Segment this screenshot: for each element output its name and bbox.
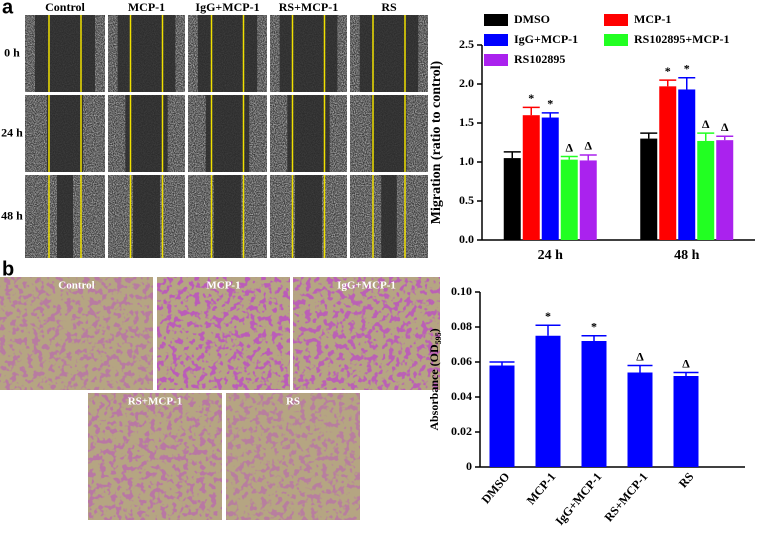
- significance-marker: *: [684, 62, 690, 76]
- scratch-gap: [213, 175, 242, 258]
- scratch-gap: [205, 95, 250, 172]
- bar: [716, 140, 734, 240]
- scratch-gap: [125, 95, 168, 172]
- y-tick-label: 0.02: [451, 424, 472, 438]
- transwell-images: [0, 277, 440, 520]
- bar: [541, 117, 559, 240]
- legend-swatch: [484, 34, 508, 46]
- bar: [579, 160, 597, 240]
- y-axis-label-part: 595: [434, 332, 443, 344]
- column-label: RS+MCP-1: [279, 0, 339, 14]
- row-label: 24 h: [1, 125, 23, 139]
- y-axis-label-part: Absorbance (OD: [427, 344, 441, 431]
- x-tick-label: MCP-1: [524, 470, 559, 508]
- x-tick-label: RS: [676, 469, 697, 490]
- significance-marker: *: [591, 320, 597, 334]
- significance-marker: Δ: [584, 139, 592, 153]
- y-tick-label: 0.5: [459, 193, 474, 207]
- image-cells: [293, 277, 440, 390]
- panel-label: a: [2, 0, 14, 18]
- column-label: Control: [45, 0, 85, 14]
- column-label: MCP-1: [128, 0, 165, 14]
- scratch-gap: [381, 175, 397, 258]
- scratch-gap: [359, 15, 419, 92]
- column-label: RS: [381, 0, 397, 14]
- scratch-gap: [295, 175, 322, 258]
- legend-swatch: [484, 54, 508, 66]
- y-tick-label: 0.04: [451, 389, 472, 403]
- bar: [627, 372, 653, 467]
- legend-swatch: [604, 14, 628, 26]
- x-tick-label: 48 h: [674, 248, 700, 263]
- image-label: IgG+MCP-1: [337, 280, 396, 292]
- significance-marker: Δ: [565, 140, 573, 154]
- scratch-gap: [57, 175, 73, 258]
- significance-marker: Δ: [682, 356, 690, 370]
- y-tick-label: 0.10: [451, 284, 472, 298]
- image-cells: [157, 277, 290, 390]
- bar: [697, 140, 715, 240]
- x-tick-label: RS+MCP-1: [601, 470, 650, 525]
- image-label: RS: [286, 396, 300, 408]
- significance-marker: Δ: [721, 120, 729, 134]
- x-tick-label: 24 h: [538, 248, 564, 263]
- panel-label: b: [2, 258, 14, 280]
- significance-marker: *: [547, 97, 553, 111]
- scratch-gap: [35, 15, 95, 92]
- row-label: 0 h: [4, 45, 20, 59]
- bar: [673, 376, 699, 467]
- scratch-gap: [279, 15, 338, 92]
- scratch-gap: [117, 15, 176, 92]
- legend-swatch: [484, 14, 508, 26]
- significance-marker: *: [545, 309, 551, 323]
- image-cells: [226, 393, 360, 520]
- bar: [489, 365, 515, 467]
- y-tick-label: 0.06: [451, 354, 472, 368]
- y-tick-label: 1.0: [459, 154, 474, 168]
- image-cells: [88, 393, 222, 520]
- y-tick-label: 2.5: [459, 37, 474, 51]
- significance-marker: Δ: [636, 349, 644, 363]
- column-label: IgG+MCP-1: [195, 0, 259, 14]
- bar: [659, 86, 677, 240]
- y-tick-label: 0.0: [459, 232, 474, 246]
- image-label: Control: [58, 280, 94, 292]
- x-tick-label: IgG+MCP-1: [552, 470, 604, 528]
- significance-marker: Δ: [702, 117, 710, 131]
- bar: [535, 335, 561, 467]
- scratch-gap: [197, 15, 258, 92]
- legend-swatch: [604, 34, 628, 46]
- scratch-gap: [371, 95, 407, 172]
- y-tick-label: 2.0: [459, 76, 474, 90]
- bar: [581, 341, 607, 467]
- bar: [640, 138, 658, 240]
- x-tick-label: DMSO: [479, 470, 513, 507]
- y-axis-label: Absorbance (OD595): [427, 328, 443, 430]
- legend-label: DMSO: [514, 12, 550, 26]
- row-label: 48 h: [1, 208, 23, 222]
- scratch-gap: [133, 175, 160, 258]
- y-axis-label-part: ): [427, 328, 441, 332]
- bar: [560, 159, 578, 240]
- bar: [503, 158, 521, 240]
- scratch-gap: [47, 95, 83, 172]
- legend-label: MCP-1: [634, 12, 671, 26]
- bar: [678, 89, 696, 241]
- significance-marker: *: [528, 91, 534, 105]
- scratch-gap: [287, 95, 330, 172]
- image-label: RS+MCP-1: [128, 396, 183, 408]
- image-label: MCP-1: [206, 280, 240, 292]
- legend-label: RS102895: [514, 52, 565, 66]
- bar: [522, 115, 540, 240]
- significance-marker: *: [665, 64, 671, 78]
- image-cells: [0, 277, 153, 390]
- legend-label: IgG+MCP-1: [514, 32, 578, 46]
- y-tick-label: 1.5: [459, 115, 474, 129]
- y-tick-label: 0: [466, 459, 472, 473]
- legend-label: RS102895+MCP-1: [634, 32, 730, 46]
- scratch-images: [25, 15, 428, 258]
- y-axis-label: Migration (ratio to control): [429, 60, 444, 224]
- y-tick-label: 0.08: [451, 319, 472, 333]
